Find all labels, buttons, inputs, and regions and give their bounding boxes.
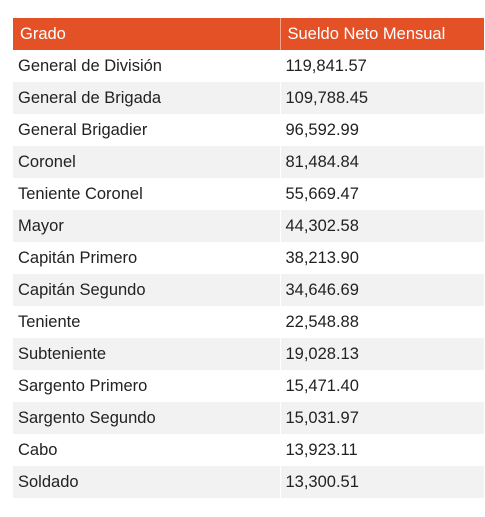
table-row: Capitán Primero 38,213.90 — [13, 242, 484, 274]
table-row: Teniente Coronel 55,669.47 — [13, 178, 484, 210]
table-row: Teniente 22,548.88 — [13, 306, 484, 338]
rank-cell: Coronel — [13, 146, 281, 178]
salary-cell: 55,669.47 — [280, 178, 484, 210]
salary-cell: 15,031.97 — [280, 402, 484, 434]
header-row: Grado Sueldo Neto Mensual — [13, 18, 484, 50]
table-row: Sargento Segundo 15,031.97 — [13, 402, 484, 434]
table-row: Coronel 81,484.84 — [13, 146, 484, 178]
salary-table-container: Grado Sueldo Neto Mensual General de Div… — [13, 18, 484, 498]
salary-table: Grado Sueldo Neto Mensual General de Div… — [13, 18, 484, 498]
rank-cell: Capitán Primero — [13, 242, 281, 274]
rank-cell: Sargento Primero — [13, 370, 281, 402]
salary-cell: 81,484.84 — [280, 146, 484, 178]
table-row: General de División 119,841.57 — [13, 50, 484, 82]
salary-cell: 38,213.90 — [280, 242, 484, 274]
salary-cell: 22,548.88 — [280, 306, 484, 338]
salary-cell: 13,300.51 — [280, 466, 484, 498]
table-row: General Brigadier 96,592.99 — [13, 114, 484, 146]
rank-cell: Teniente Coronel — [13, 178, 281, 210]
table-row: Sargento Primero 15,471.40 — [13, 370, 484, 402]
salary-cell: 13,923.11 — [280, 434, 484, 466]
rank-cell: General Brigadier — [13, 114, 281, 146]
table-row: Soldado 13,300.51 — [13, 466, 484, 498]
table-body: General de División 119,841.57 General d… — [13, 50, 484, 498]
table-row: Subteniente 19,028.13 — [13, 338, 484, 370]
column-header-sueldo: Sueldo Neto Mensual — [280, 18, 484, 50]
rank-cell: Sargento Segundo — [13, 402, 281, 434]
table-row: General de Brigada 109,788.45 — [13, 82, 484, 114]
rank-cell: General de División — [13, 50, 281, 82]
salary-cell: 109,788.45 — [280, 82, 484, 114]
salary-cell: 44,302.58 — [280, 210, 484, 242]
table-row: Cabo 13,923.11 — [13, 434, 484, 466]
salary-cell: 119,841.57 — [280, 50, 484, 82]
rank-cell: Teniente — [13, 306, 281, 338]
rank-cell: Cabo — [13, 434, 281, 466]
salary-cell: 19,028.13 — [280, 338, 484, 370]
rank-cell: Subteniente — [13, 338, 281, 370]
salary-cell: 15,471.40 — [280, 370, 484, 402]
table-header: Grado Sueldo Neto Mensual — [13, 18, 484, 50]
salary-cell: 34,646.69 — [280, 274, 484, 306]
table-row: Mayor 44,302.58 — [13, 210, 484, 242]
rank-cell: Capitán Segundo — [13, 274, 281, 306]
rank-cell: Mayor — [13, 210, 281, 242]
rank-cell: General de Brigada — [13, 82, 281, 114]
column-header-grado: Grado — [13, 18, 281, 50]
table-row: Capitán Segundo 34,646.69 — [13, 274, 484, 306]
salary-cell: 96,592.99 — [280, 114, 484, 146]
rank-cell: Soldado — [13, 466, 281, 498]
